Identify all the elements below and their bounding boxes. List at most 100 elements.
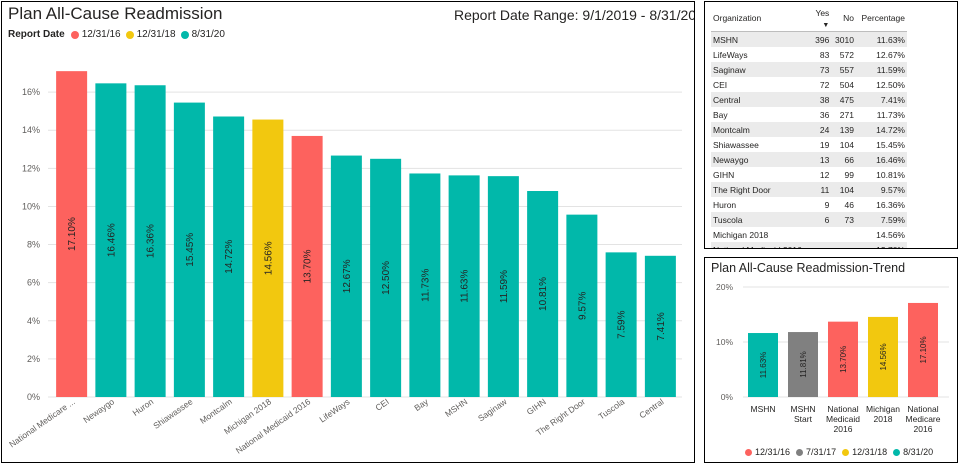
table-row[interactable]: CEI 72 504 12.50%: [711, 77, 907, 92]
cell-percentage: 12.67%: [876, 49, 905, 60]
cell-yes: 12: [819, 169, 830, 180]
table-row[interactable]: Montcalm 24 139 14.72%: [711, 122, 907, 137]
cell-no: 572: [839, 49, 854, 60]
cell-no: 271: [839, 109, 854, 120]
bar-data-label: 17.10%: [67, 217, 78, 251]
cell-percentage: 14.72%: [876, 124, 905, 135]
table-row[interactable]: National Medicaid 2016 13.70%: [711, 242, 907, 249]
table-row[interactable]: LifeWays 83 572 12.67%: [711, 47, 907, 62]
legend-item-8-31-20[interactable]: 8/31/20: [180, 29, 225, 40]
legend-item-12-31-18[interactable]: 12/31/18: [125, 29, 176, 40]
x-tick-label: Start: [794, 414, 813, 424]
bar-data-label: 7.41%: [656, 312, 667, 340]
x-tick-label: GIHN: [525, 396, 548, 416]
trend-legend-label: 12/31/16: [755, 447, 791, 457]
header-yes[interactable]: Yes ▼: [811, 6, 832, 32]
bar: [370, 158, 402, 397]
cell-no: 99: [844, 169, 854, 180]
bar: [173, 102, 205, 397]
x-tick-label: MSHN: [790, 404, 815, 414]
x-tick-label: 2018: [874, 414, 893, 424]
header-organization[interactable]: Organization: [711, 6, 812, 32]
cell-no: 3010: [835, 34, 854, 45]
cell-yes: 38: [819, 94, 830, 105]
x-tick-label: Montcalm: [198, 396, 234, 425]
bar-data-label: 11.63%: [759, 352, 768, 379]
cell-no: 504: [839, 79, 854, 90]
bar-data-label: 14.56%: [879, 343, 888, 370]
trend-legend-dot: [893, 448, 901, 456]
y-tick-label: 16%: [22, 87, 40, 97]
legend-dot-12-31-18: [125, 30, 134, 39]
bar: [134, 85, 166, 398]
table-row[interactable]: Saginaw 73 557 11.59%: [711, 62, 907, 77]
cell-percentage: 11.63%: [876, 34, 905, 45]
table-row[interactable]: Tuscola 6 73 7.59%: [711, 212, 907, 227]
bar: [566, 214, 598, 397]
table-row[interactable]: Bay 36 271 11.73%: [711, 107, 907, 122]
bar-data-label: 12.67%: [342, 259, 353, 293]
organization-table: Organization Yes ▼ No Percentage MSHN 396 3…: [711, 6, 907, 249]
x-tick-label: MSHN: [750, 404, 775, 414]
x-tick-label: 2016: [834, 424, 853, 434]
bar-data-label: 11.59%: [499, 270, 510, 303]
table-row[interactable]: Newaygo 13 66 16.46%: [711, 152, 907, 167]
legend-label: 12/31/16: [81, 29, 121, 40]
bar-data-label: 14.72%: [224, 240, 235, 274]
table-header-row: Organization Yes ▼ No Percentage: [711, 6, 907, 32]
table-row[interactable]: MSHN 396 3010 11.63%: [711, 31, 907, 47]
header-percentage[interactable]: Percentage: [855, 6, 907, 32]
table-row[interactable]: Michigan 2018 14.56%: [711, 227, 907, 242]
cell-percentage: 16.46%: [876, 154, 905, 165]
trend-legend-item-12-31-16[interactable]: 12/31/16: [745, 447, 790, 457]
legend-label: 12/31/18: [136, 29, 176, 40]
trend-legend-dot: [745, 448, 752, 456]
cell-percentage: 11.59%: [876, 64, 905, 75]
x-tick-label: Central: [637, 396, 665, 420]
x-tick-label: Newaygo: [81, 396, 116, 425]
cell-no: 73: [844, 214, 854, 225]
trend-legend-item-8-31-20[interactable]: 8/31/20: [893, 447, 933, 457]
trend-bar-chart: 0%10%20%11.63%MSHN11.81%MSHNStart13.70%N…: [716, 282, 949, 434]
y-tick-label: 10%: [716, 337, 733, 347]
cell-percentage: 16.36%: [876, 199, 905, 210]
bar: [748, 333, 778, 397]
table-row[interactable]: The Right Door 11 104 9.57%: [711, 182, 907, 197]
header-no[interactable]: No: [831, 6, 856, 32]
table-row[interactable]: Central 38 475 7.41%: [711, 92, 907, 107]
bar: [252, 119, 284, 397]
x-tick-label: National: [907, 404, 938, 414]
cell-organization: Huron: [713, 199, 737, 210]
cell-yes: 36: [819, 109, 830, 120]
table-row[interactable]: Shiawassee 19 104 15.45%: [711, 137, 907, 152]
y-tick-label: 0%: [27, 392, 40, 402]
y-tick-label: 8%: [27, 240, 40, 250]
sort-descending-icon: ▼: [822, 22, 830, 29]
trend-legend-item-7-31-17[interactable]: 7/31/17: [796, 447, 836, 457]
legend-item-12-31-16[interactable]: 12/31/16: [70, 29, 121, 40]
x-tick-label: Bay: [412, 396, 430, 413]
x-tick-label: 2016: [914, 424, 933, 434]
cell-organization: Montcalm: [713, 124, 750, 135]
bar-data-label: 14.56%: [263, 241, 274, 275]
x-tick-label: CEI: [373, 396, 390, 412]
cell-yes: 72: [819, 79, 830, 90]
table-row[interactable]: Huron 9 46 16.36%: [711, 197, 907, 212]
table-body: MSHN 396 3010 11.63% LifeWays 83 572 12.67% Sagi…: [711, 31, 907, 249]
legend-label: 8/31/20: [191, 29, 225, 40]
bar: [448, 175, 480, 397]
cell-no: 46: [844, 199, 854, 210]
cell-yes: 396: [815, 34, 830, 45]
cell-no: 139: [839, 124, 854, 135]
x-tick-label: Shiawassee: [151, 396, 195, 431]
trend-legend-item-12-31-18[interactable]: 12/31/18: [842, 447, 887, 457]
cell-yes: 83: [819, 49, 830, 60]
cell-yes: 19: [819, 139, 830, 150]
cell-percentage: 15.45%: [876, 139, 905, 150]
table-row[interactable]: GIHN 12 99 10.81%: [711, 167, 907, 182]
cell-percentage: 7.59%: [880, 214, 905, 225]
bar-data-label: 16.46%: [106, 223, 117, 257]
cell-no: 66: [844, 154, 854, 165]
main-chart-legend: Report Date 12/31/16 12/31/18 8/31/20: [8, 29, 230, 40]
cell-percentage: 13.70%: [856, 242, 907, 249]
